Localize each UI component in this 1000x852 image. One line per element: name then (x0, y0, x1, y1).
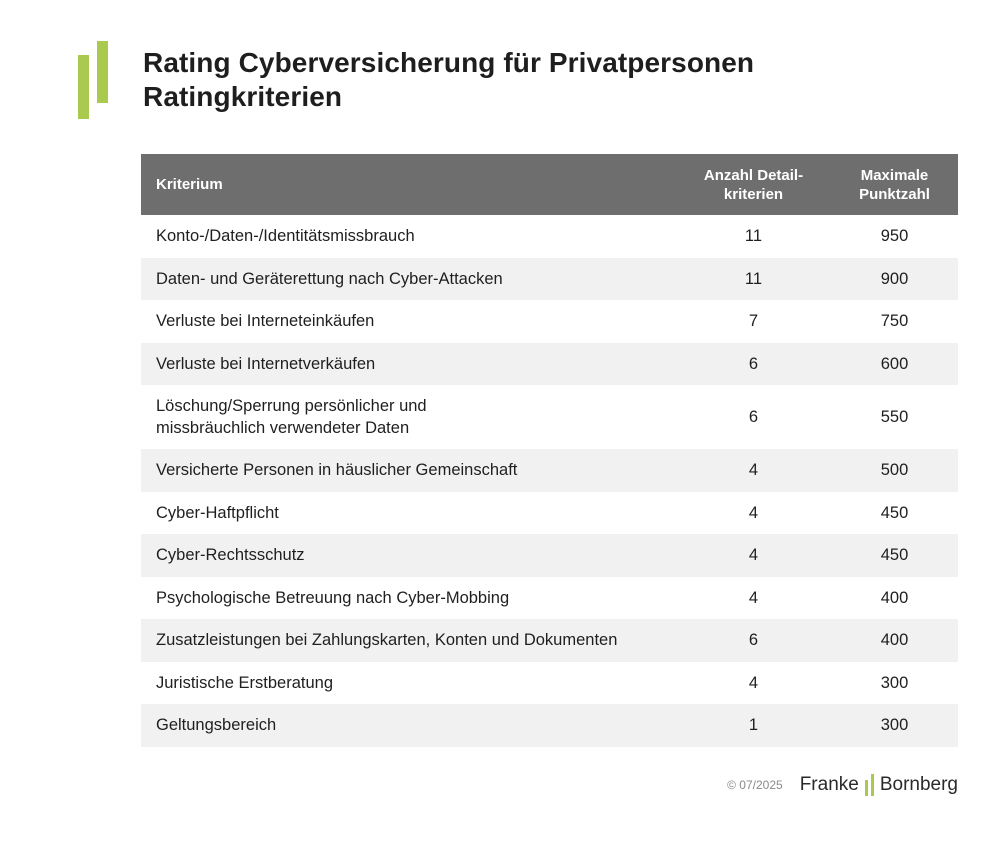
table-row: Versicherte Personen in häuslicher Gemei… (141, 449, 958, 492)
cell-max-points: 950 (880, 227, 909, 246)
brand-bar (870, 774, 874, 796)
cell-criterion: Löschung/Sperrung persönlicher und missb… (141, 385, 676, 449)
table-row: Verluste bei Internetverkäufen 6 600 (141, 342, 958, 385)
title-line-2: Ratingkriterien (143, 81, 343, 112)
table-row: Juristische Erstberatung 4 300 (141, 662, 958, 705)
cell-max-points: 500 (831, 449, 958, 492)
cell-criterion: Versicherte Personen in häuslicher Gemei… (141, 449, 676, 492)
cell-detail-count: 6 (676, 619, 831, 662)
table-row: Geltungsbereich 1 300 (141, 704, 958, 747)
cell-max-points: 900 (831, 257, 958, 300)
cell-max-points: 400 (831, 619, 958, 662)
cell-detail-count: 4 (748, 588, 759, 607)
cell-criterion: Verluste bei Internetverkäufen (141, 342, 676, 385)
table-row: Zusatzleistungen bei Zahlungskarten, Kon… (141, 619, 958, 662)
cell-detail-count: 6 (676, 342, 831, 385)
cell-max-points: 450 (880, 503, 909, 522)
logo-bar-left (78, 55, 89, 119)
cell-criterion: Geltungsbereich (141, 704, 676, 747)
footer: © 07/2025 Franke Bornberg (727, 774, 958, 796)
cell-max-points: 300 (831, 704, 958, 747)
cell-criterion: Verluste bei Interneteinkäufen (156, 312, 375, 331)
column-header-detail-count: Anzahl Detail- kriterien (676, 154, 831, 215)
cell-criterion: Cyber-Rechtsschutz (141, 534, 676, 577)
cell-detail-count: 6 (748, 408, 759, 426)
table-row: Konto-/Daten-/Identitätsmissbrauch 11 95… (141, 215, 958, 258)
cell-max-points: 300 (880, 673, 909, 692)
criteria-table: Kriterium Anzahl Detail- kriterien Maxim… (141, 154, 958, 747)
table-row: Psychologische Betreuung nach Cyber-Mobb… (141, 577, 958, 620)
cell-detail-count: 11 (676, 257, 831, 300)
table-row: Daten- und Geräterettung nach Cyber-Atta… (141, 257, 958, 300)
cell-criterion-line2: missbräuchlich verwendeter Daten (156, 419, 410, 437)
logo-bar-right (97, 41, 108, 103)
cell-criterion: Zusatzleistungen bei Zahlungskarten, Kon… (141, 619, 676, 662)
column-header-max-points-line1: Maximale (860, 166, 929, 184)
cell-max-points: 550 (880, 408, 909, 426)
copyright-text: © 07/2025 (727, 778, 783, 792)
logo-bars-icon (78, 41, 112, 121)
cell-max-points: 450 (831, 534, 958, 577)
page-title: Rating Cyberversicherung für Privatperso… (143, 46, 754, 114)
column-header-criterion: Kriterium (141, 154, 676, 215)
cell-criterion-line1: Löschung/Sperrung persönlicher und (156, 397, 427, 415)
column-header-max-points-line2: Punktzahl (859, 185, 930, 203)
brand-name-right: Bornberg (879, 774, 958, 795)
cell-criterion: Daten- und Geräterettung nach Cyber-Atta… (141, 257, 676, 300)
cell-detail-count: 4 (676, 449, 831, 492)
cell-criterion: Psychologische Betreuung nach Cyber-Mobb… (156, 588, 510, 607)
cell-criterion: Juristische Erstberatung (156, 673, 333, 692)
brand-bar (864, 780, 868, 796)
column-header-max-points: Maximale Punktzahl (831, 154, 958, 215)
table-row: Löschung/Sperrung persönlicher und missb… (141, 385, 958, 449)
brand-name-left: Franke (799, 774, 859, 795)
title-line-1: Rating Cyberversicherung für Privatperso… (143, 47, 755, 78)
cell-max-points: 750 (880, 312, 909, 331)
cell-criterion: Konto-/Daten-/Identitätsmissbrauch (156, 227, 415, 246)
column-header-detail-count-line1: Anzahl Detail- (703, 166, 804, 184)
column-header-detail-count-line2: kriterien (723, 185, 784, 203)
brand-bars-icon (864, 774, 874, 796)
cell-max-points: 400 (880, 588, 909, 607)
cell-detail-count: 4 (676, 534, 831, 577)
cell-detail-count: 7 (748, 312, 759, 331)
cell-detail-count: 4 (748, 503, 759, 522)
table-row: Cyber-Haftpflicht 4 450 (141, 492, 958, 535)
brand-logo: Franke Bornberg (800, 774, 958, 796)
cell-max-points: 600 (831, 342, 958, 385)
cell-detail-count: 4 (748, 673, 759, 692)
table-row: Verluste bei Interneteinkäufen 7 750 (141, 300, 958, 343)
table-header-row: Kriterium Anzahl Detail- kriterien Maxim… (141, 154, 958, 215)
cell-detail-count: 11 (744, 227, 763, 246)
cell-detail-count: 1 (676, 704, 831, 747)
cell-criterion: Cyber-Haftpflicht (156, 503, 279, 522)
table-row: Cyber-Rechtsschutz 4 450 (141, 534, 958, 577)
